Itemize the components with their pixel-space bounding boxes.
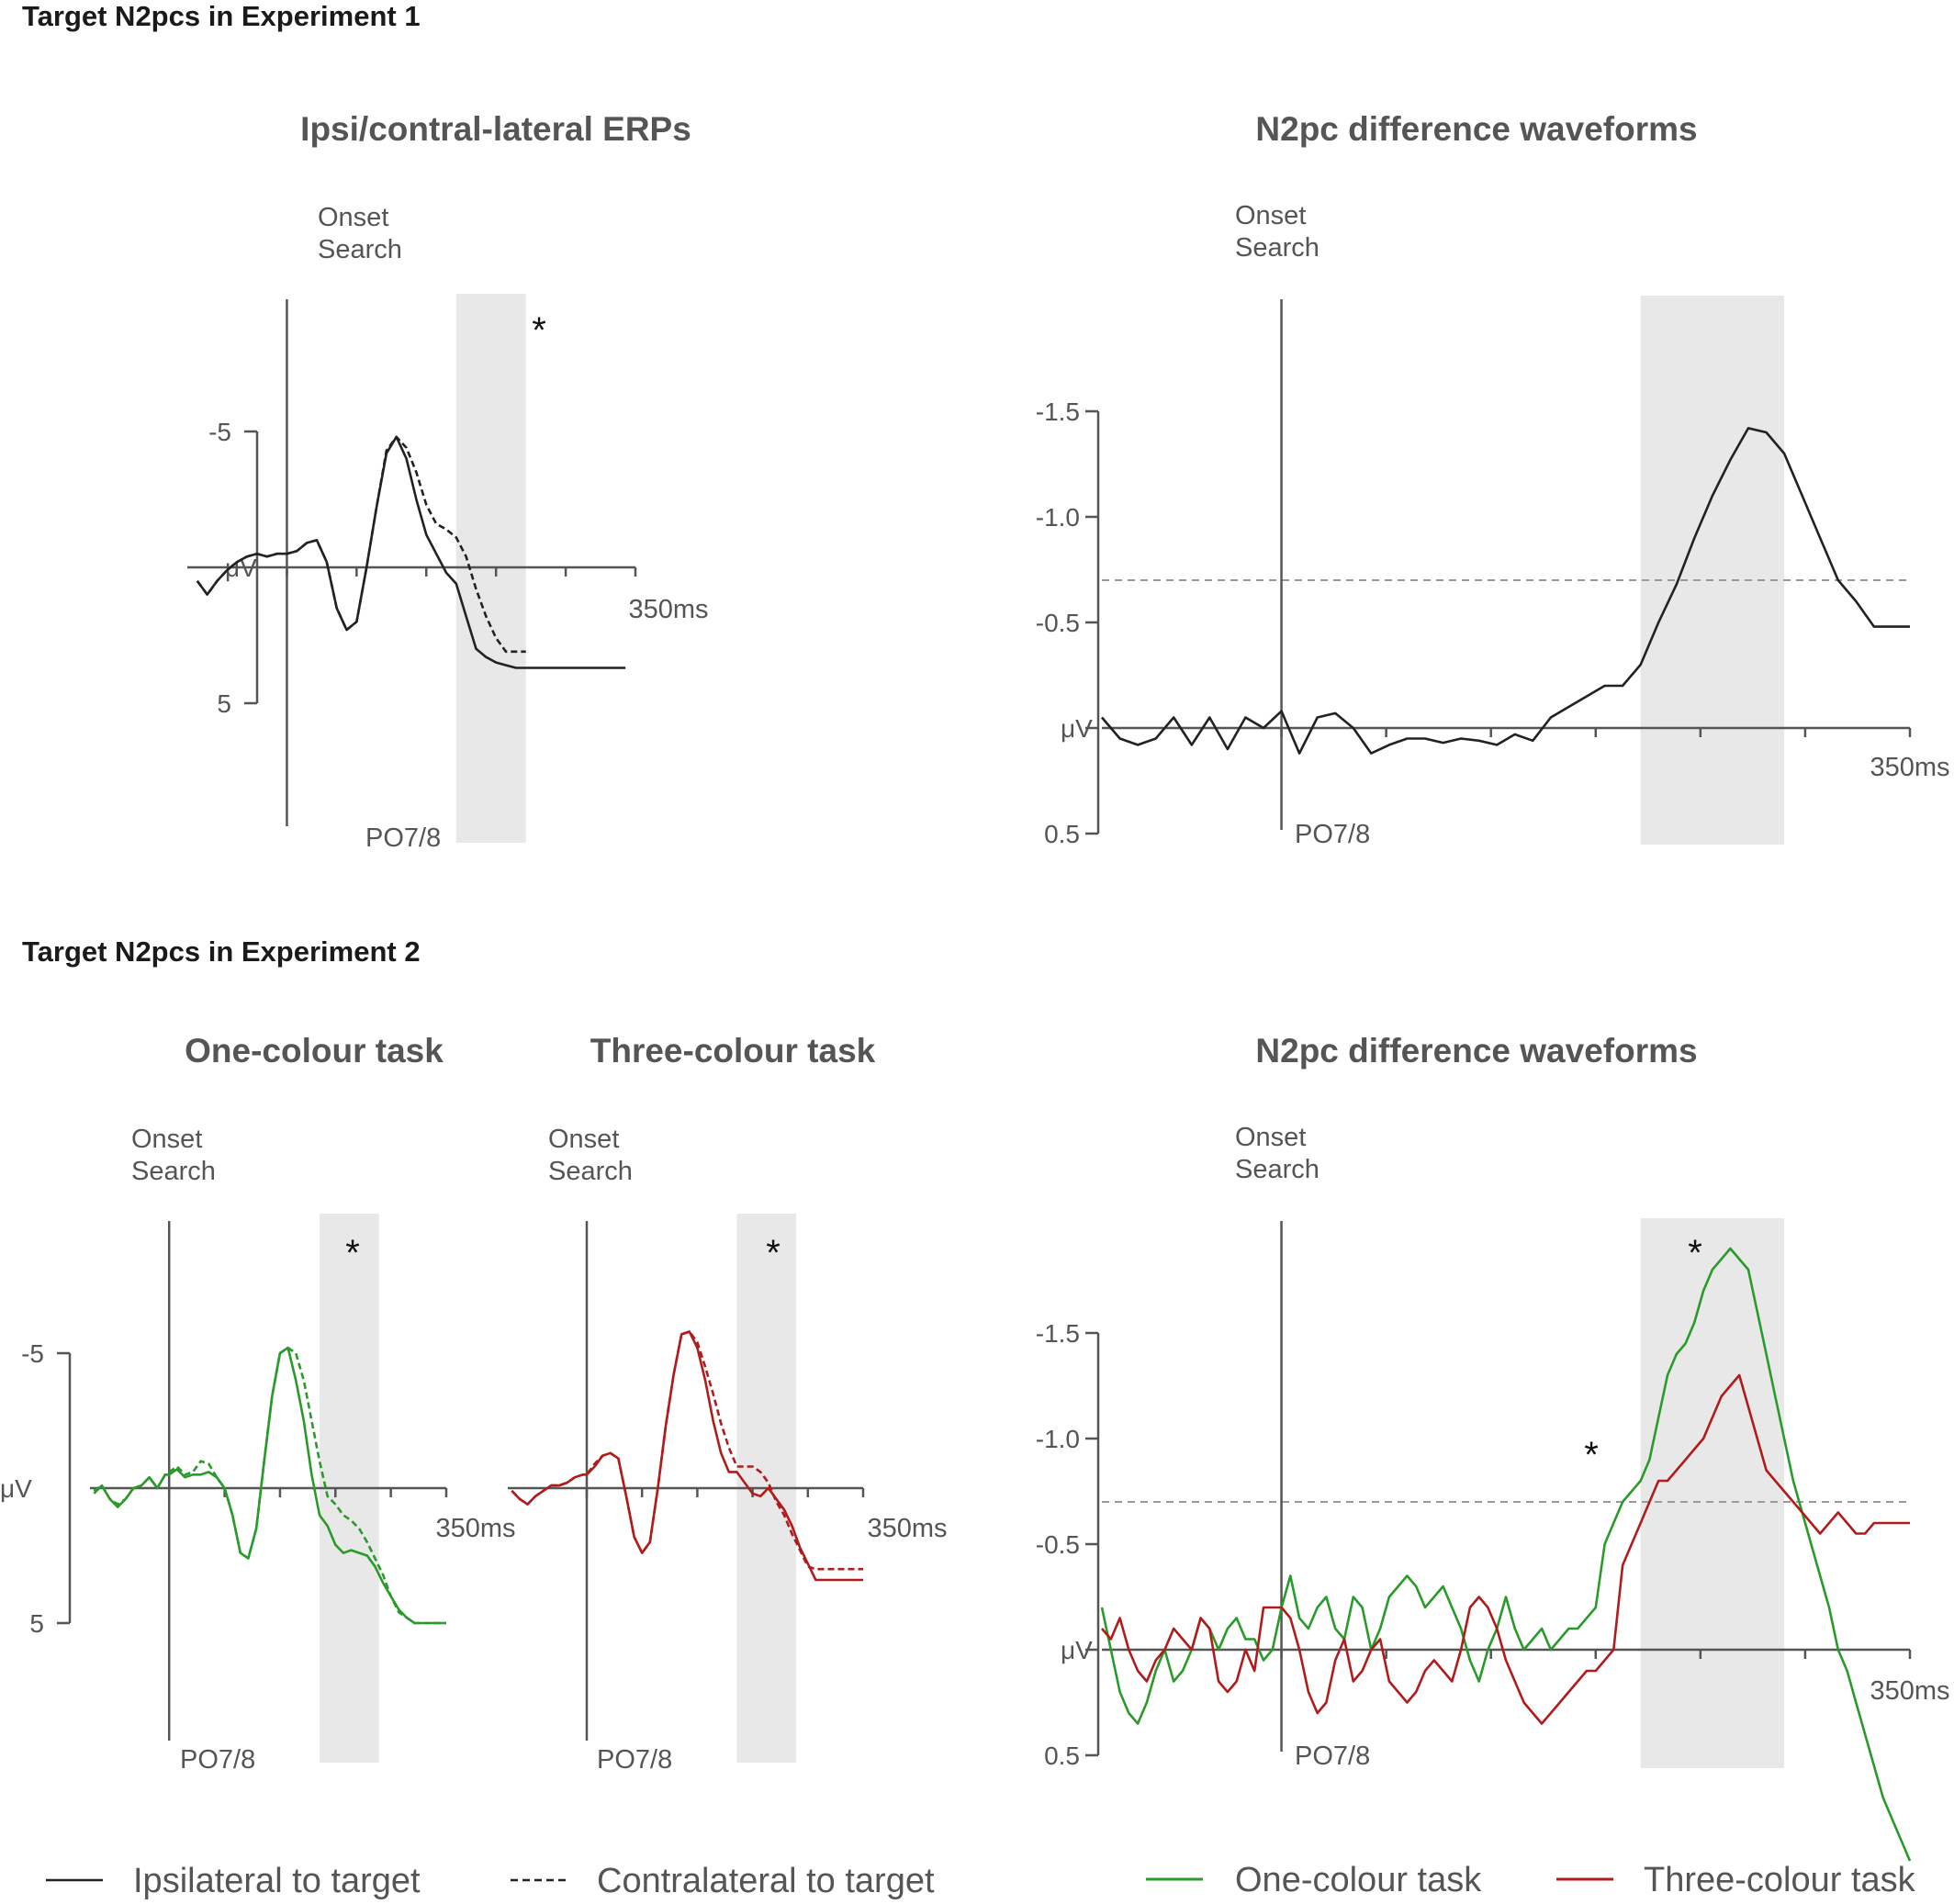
significance-star: * — [766, 1233, 780, 1273]
chart-exp1-diff: Onset Search PO7/8 350ms -1.5 -1.0 -0.5 0.5 μV — [1036, 201, 1950, 849]
chart-exp2-diff: Onset Search PO7/8 350ms -1.5 -1.0 -0.5 0.5 μV * * — [1036, 1123, 1950, 1862]
y-tick-label: 0.5 — [1044, 1742, 1080, 1770]
series-line-contralateral-to-target — [511, 1330, 863, 1571]
y-tick-label: -1.0 — [1036, 1425, 1080, 1453]
onset-label-line1: Onset — [1235, 1123, 1306, 1152]
y-tick-label: -1.5 — [1036, 1319, 1080, 1348]
electrode-label: PO7/8 — [1295, 1742, 1370, 1771]
y-tick-label: -5 — [21, 1339, 44, 1368]
onset-label-line2: Search — [1235, 1155, 1320, 1184]
significance-star: * — [1584, 1435, 1599, 1475]
legend-left: Ipsilateral to target Contralateral to t… — [46, 1862, 935, 1900]
y-tick-label: -5 — [208, 418, 231, 446]
series-line-ipsilateral-to-target — [196, 435, 626, 669]
time-end-label: 350ms — [867, 1514, 947, 1543]
series-line — [1101, 427, 1910, 755]
panel-title-exp1-erp: Ipsi/contral-lateral ERPs — [300, 110, 691, 148]
analysis-window-shade — [1640, 296, 1785, 845]
legend-right: One-colour task Three-colour task — [1146, 1861, 1916, 1899]
onset-label-line1: Onset — [1235, 201, 1306, 230]
y-tick-label: 0.5 — [1044, 820, 1080, 848]
onset-label-line1: Onset — [131, 1125, 202, 1154]
onset-label-line1: Onset — [318, 203, 388, 232]
onset-label-line1: Onset — [548, 1125, 619, 1154]
unit-label: μV — [1061, 714, 1093, 743]
section-title-exp1: Target N2pcs in Experiment 1 — [22, 0, 421, 32]
y-tick-label: -0.5 — [1036, 1530, 1080, 1559]
panel-title-exp2-diff: N2pc difference waveforms — [1255, 1032, 1697, 1070]
significance-star: * — [345, 1233, 360, 1273]
onset-label-line2: Search — [548, 1157, 633, 1186]
y-tick-label: -1.0 — [1036, 503, 1080, 532]
series-line-one-colour-task — [1100, 1247, 1912, 1862]
series-line-contralateral-to-target — [93, 1346, 446, 1625]
unit-label: μV — [1061, 1636, 1093, 1664]
electrode-label: PO7/8 — [365, 823, 441, 853]
time-end-label: 350ms — [435, 1514, 515, 1543]
panel-title-exp2-one: One-colour task — [185, 1032, 444, 1070]
time-end-label: 350ms — [1870, 1676, 1949, 1706]
y-tick-label: -1.5 — [1036, 398, 1080, 426]
series-line-ipsilateral-to-target — [93, 1346, 446, 1625]
electrode-label: PO7/8 — [597, 1745, 672, 1775]
unit-label: μV — [0, 1474, 32, 1503]
electrode-label: PO7/8 — [180, 1745, 255, 1775]
onset-label-line2: Search — [131, 1157, 216, 1186]
chart-exp2-three-colour: Onset Search PO7/8 350ms * — [508, 1125, 948, 1775]
legend-ipsilateral-label: Ipsilateral to target — [133, 1862, 421, 1900]
time-end-label: 350ms — [628, 595, 708, 624]
chart-exp2-one-colour: Onset Search PO7/8 350ms -5 5 μV * — [0, 1125, 516, 1775]
y-tick-label: 5 — [217, 689, 231, 718]
legend-three-colour-label: Three-colour task — [1644, 1861, 1916, 1899]
significance-star: * — [1688, 1233, 1702, 1273]
significance-star: * — [532, 310, 546, 351]
legend-contralateral-label: Contralateral to target — [597, 1862, 935, 1900]
time-end-label: 350ms — [1870, 753, 1949, 782]
panel-title-exp2-three: Three-colour task — [590, 1032, 876, 1070]
series-line-ipsilateral-to-target — [511, 1330, 863, 1582]
electrode-label: PO7/8 — [1295, 820, 1370, 849]
y-tick-label: 5 — [29, 1609, 44, 1638]
y-tick-label: -0.5 — [1036, 609, 1080, 637]
analysis-window-shade — [1640, 1218, 1785, 1768]
onset-label-line2: Search — [1235, 233, 1320, 263]
series-line-three-colour-task — [1101, 1373, 1910, 1725]
onset-label-line2: Search — [318, 235, 402, 264]
legend-one-colour-label: One-colour task — [1235, 1861, 1482, 1899]
section-title-exp2: Target N2pcs in Experiment 2 — [22, 935, 421, 968]
panel-title-exp1-diff: N2pc difference waveforms — [1255, 110, 1697, 148]
